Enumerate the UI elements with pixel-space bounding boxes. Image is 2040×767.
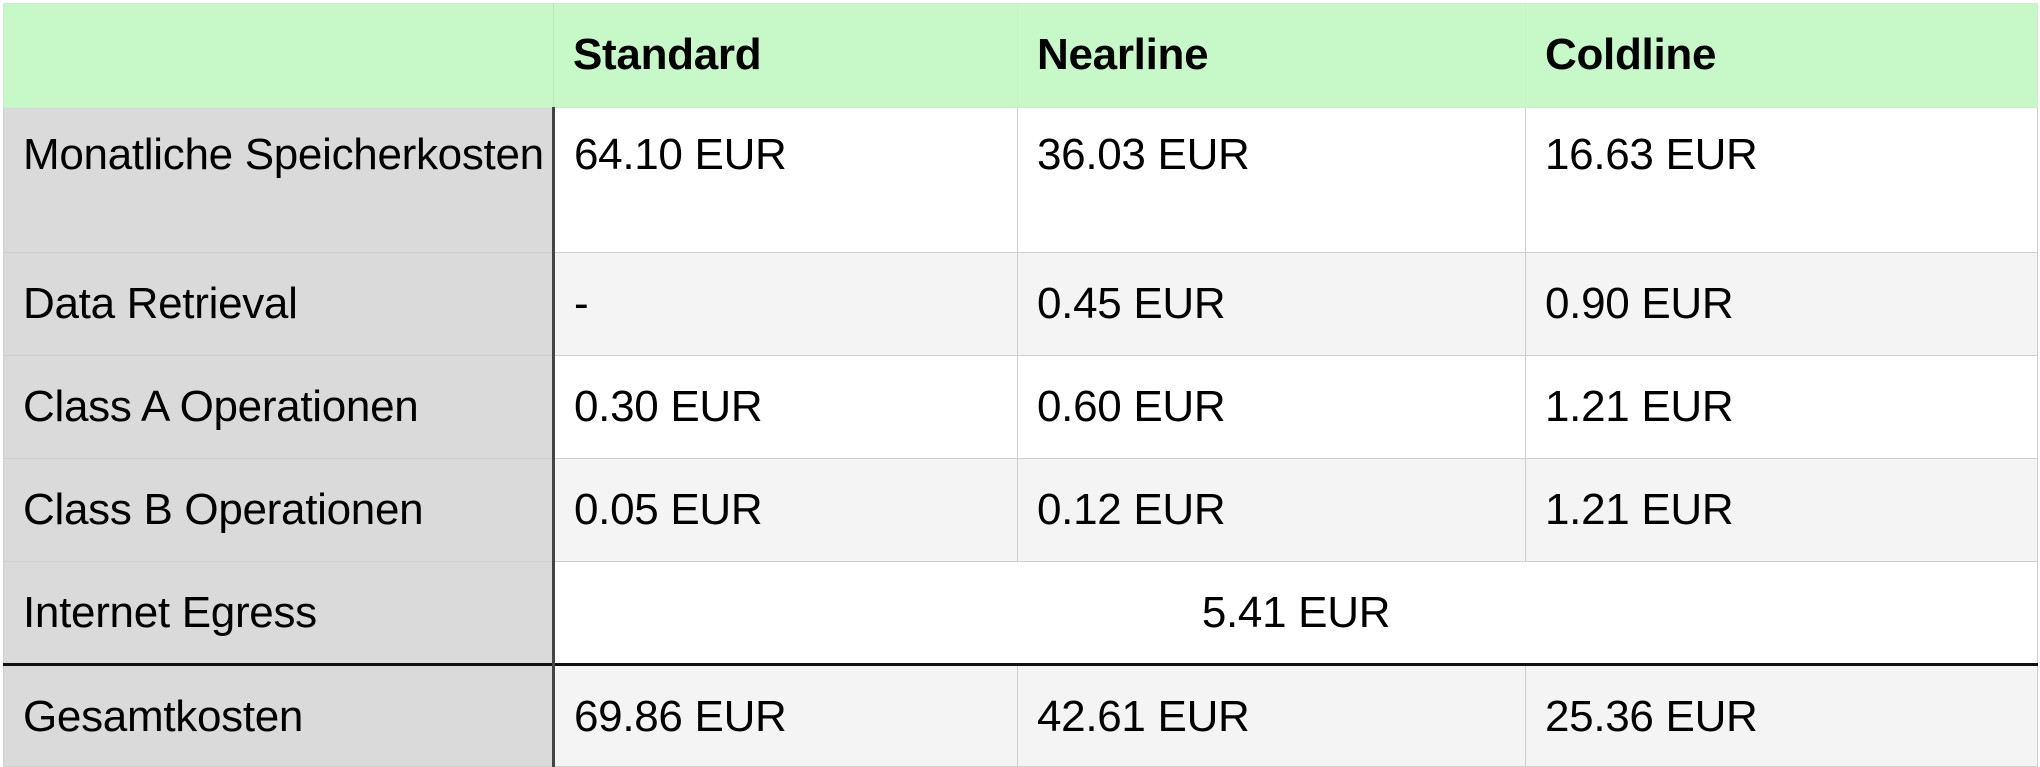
cell-value: 0.12 EUR	[1017, 458, 1526, 562]
cell-value: 0.90 EUR	[1525, 252, 2038, 356]
cell-value: 0.45 EUR	[1017, 252, 1526, 356]
cell-value: 1.21 EUR	[1525, 458, 2038, 562]
row-label-data-retrieval: Data Retrieval	[3, 252, 555, 356]
table-row: Monatliche Speicherkosten 64.10 EUR 36.0…	[3, 107, 2038, 253]
total-row: Gesamtkosten 69.86 EUR 42.61 EUR 25.36 E…	[3, 663, 2038, 767]
cell-value: 0.60 EUR	[1017, 355, 1526, 459]
header-row: Standard Nearline Coldline	[3, 3, 2038, 108]
cost-comparison-table: Standard Nearline Coldline Monatliche Sp…	[3, 3, 2038, 767]
cell-value: 1.21 EUR	[1525, 355, 2038, 459]
row-label-total: Gesamtkosten	[3, 663, 555, 767]
header-coldline: Coldline	[1525, 3, 2038, 108]
cell-value: 36.03 EUR	[1017, 107, 1526, 253]
cell-value: 16.63 EUR	[1525, 107, 2038, 253]
header-standard: Standard	[553, 3, 1018, 108]
row-label-storage-cost: Monatliche Speicherkosten	[3, 107, 555, 253]
cell-value: 64.10 EUR	[553, 107, 1018, 253]
table-row: Internet Egress 5.41 EUR	[3, 561, 2038, 665]
row-label-internet-egress: Internet Egress	[3, 561, 555, 665]
table-row: Data Retrieval - 0.45 EUR 0.90 EUR	[3, 252, 2038, 356]
cell-value: 0.05 EUR	[553, 458, 1018, 562]
total-value: 69.86 EUR	[553, 663, 1018, 767]
total-value: 42.61 EUR	[1017, 663, 1526, 767]
cell-value: -	[553, 252, 1018, 356]
header-corner-cell	[3, 3, 554, 108]
total-value: 25.36 EUR	[1525, 663, 2038, 767]
row-label-class-b: Class B Operationen	[3, 458, 555, 562]
cell-value: 0.30 EUR	[553, 355, 1018, 459]
table-row: Class A Operationen 0.30 EUR 0.60 EUR 1.…	[3, 355, 2038, 459]
cell-value-merged: 5.41 EUR	[553, 561, 2038, 665]
table-row: Class B Operationen 0.05 EUR 0.12 EUR 1.…	[3, 458, 2038, 562]
header-nearline: Nearline	[1017, 3, 1526, 108]
row-label-class-a: Class A Operationen	[3, 355, 555, 459]
